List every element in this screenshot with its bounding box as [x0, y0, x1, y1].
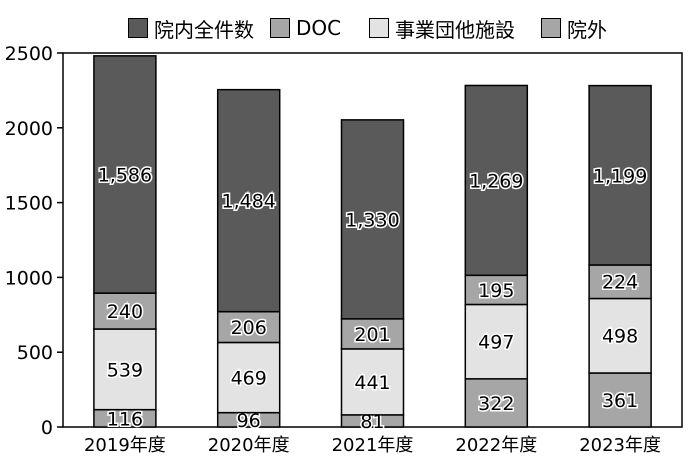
bar-segment — [340, 318, 405, 350]
bar-segment — [464, 303, 529, 380]
data-label: 1,269 — [469, 170, 523, 192]
y-tick-label: 2000 — [5, 118, 53, 140]
bar-segment — [93, 55, 157, 294]
data-label: 1,484 — [221, 191, 275, 213]
legend-swatch — [541, 18, 561, 38]
bar-segment — [216, 88, 281, 313]
y-tick-label: 1000 — [5, 267, 53, 289]
data-label: 1,199 — [593, 165, 647, 187]
x-tick-label: 2019年度 — [84, 435, 166, 456]
y-tick-label: 500 — [17, 342, 53, 364]
legend-swatch — [369, 18, 389, 38]
legend-label: 院外 — [567, 17, 607, 42]
data-label: 441 — [354, 372, 390, 394]
data-label: 224 — [602, 272, 638, 294]
data-label: 240 — [107, 301, 143, 323]
legend: 院内全件数 DOC 事業団他施設 院外 — [0, 14, 700, 42]
legend-swatch — [128, 18, 148, 38]
legend-item: 院内全件数 — [128, 14, 254, 42]
data-label: 206 — [231, 317, 267, 339]
data-label: 498 — [602, 326, 638, 348]
x-tick-label: 2020年度 — [208, 435, 290, 456]
x-tick-label: 2021年度 — [332, 435, 414, 456]
data-label: 1,330 — [345, 209, 399, 231]
x-tick-label: 2023年度 — [579, 435, 661, 456]
legend-item: 院外 — [541, 14, 607, 42]
bar-segment — [93, 328, 157, 411]
data-label: 469 — [231, 368, 267, 390]
legend-item: DOC — [270, 14, 341, 42]
data-label: 195 — [478, 280, 514, 302]
data-label: 1,586 — [98, 164, 152, 186]
bar-segment — [216, 341, 281, 414]
bar-segment — [588, 84, 652, 266]
data-label: 322 — [478, 393, 514, 415]
bar-segment — [588, 372, 652, 428]
legend-swatch — [270, 18, 290, 38]
data-label: 539 — [107, 359, 143, 381]
bar-segment — [588, 297, 652, 374]
data-label: 361 — [602, 390, 638, 412]
y-tick-label: 0 — [41, 417, 53, 439]
bar-segment — [464, 84, 529, 277]
legend-label: 事業団他施設 — [395, 17, 515, 42]
y-tick-label: 1500 — [5, 193, 53, 215]
bar-segment — [93, 292, 157, 330]
y-tick-label: 2500 — [5, 43, 53, 65]
bar-segment — [340, 348, 405, 416]
data-label: 201 — [354, 324, 390, 346]
data-label: 116 — [107, 408, 143, 430]
bar-segment — [340, 119, 405, 320]
bar-segment — [464, 378, 529, 428]
bar-segment — [464, 274, 529, 306]
x-tick-label: 2022年度 — [455, 435, 537, 456]
legend-label: 院内全件数 — [154, 17, 254, 42]
legend-item: 事業団他施設 — [369, 14, 515, 42]
data-label: 497 — [478, 332, 514, 354]
plot-area: 0 500 1000 1500 2000 2500 2019年度 2020年度 2021年度 20… — [5, 43, 683, 456]
legend-label: DOC — [296, 16, 342, 40]
